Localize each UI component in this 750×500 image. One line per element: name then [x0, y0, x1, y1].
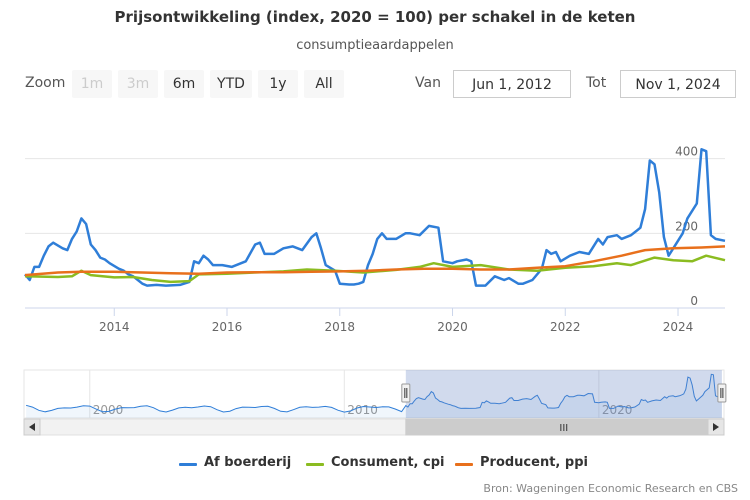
y-tick-label-0: 0: [690, 294, 698, 308]
series-lines: [24, 148, 726, 287]
y-tick-label-400: 400: [675, 145, 698, 159]
zoom-button-1y[interactable]: 1y: [258, 70, 298, 98]
navigator-series-line: [25, 373, 722, 413]
range-to-label: Tot: [586, 75, 607, 91]
navigator: 200020102020III: [23, 369, 727, 436]
navigator-handle-right[interactable]: [717, 383, 727, 403]
navigator-tick-label-2010: 2010: [347, 403, 378, 417]
x-tick-label-2024: 2024: [663, 320, 694, 334]
navigator-selection: [405, 370, 722, 418]
zoom-button-1m[interactable]: 1m: [72, 70, 112, 98]
navigator-frame: [23, 369, 725, 419]
arrow-right-icon: [713, 423, 719, 431]
chart-subtitle: consumptieaardappelen: [296, 38, 454, 53]
y-tick-label-200: 200: [675, 219, 698, 233]
y-axis-ticks: 0 200 400: [675, 145, 698, 308]
x-tick-label-2020: 2020: [437, 320, 468, 334]
x-tick-label-2022: 2022: [550, 320, 581, 334]
zoom-button-ytd[interactable]: YTD: [210, 70, 252, 98]
legend-swatch-producent: [455, 463, 473, 466]
legend-swatch-af-boerderij: [179, 463, 197, 466]
legend-item-producent[interactable]: Producent, ppi: [480, 455, 588, 470]
series-line-consument-cpi: [24, 254, 726, 284]
grid-lines: [25, 158, 725, 309]
credits[interactable]: Bron: Wageningen Economic Research en CB…: [483, 482, 738, 495]
arrow-left-icon: [29, 423, 35, 431]
navigator-tick-label-2000: 2000: [93, 403, 124, 417]
range-from-label: Van: [415, 75, 441, 91]
zoom-label: Zoom: [25, 75, 66, 91]
navigator-handle-body: [717, 383, 727, 403]
scrollbar-grip: III: [559, 423, 568, 434]
zoom-button-6m[interactable]: 6m: [164, 70, 204, 98]
chart-title: Prijsontwikkeling (index, 2020 = 100) pe…: [114, 8, 636, 26]
legend-item-af-boerderij[interactable]: Af boerderij: [204, 455, 292, 470]
zoom-button-all[interactable]: All: [304, 70, 344, 98]
x-tick-label-2016: 2016: [212, 320, 243, 334]
series-line-af-boerderij: [24, 148, 726, 287]
navigator-handle-left[interactable]: [401, 383, 411, 403]
x-tick-label-2018: 2018: [324, 320, 355, 334]
legend-swatch-consument: [306, 463, 324, 466]
range-from-input[interactable]: Jun 1, 2012: [453, 70, 571, 98]
series-line-producent-ppi: [24, 245, 726, 277]
zoom-button-3m[interactable]: 3m: [118, 70, 158, 98]
legend-item-consument[interactable]: Consument, cpi: [331, 455, 445, 470]
x-tick-label-2014: 2014: [99, 320, 130, 334]
range-to-input[interactable]: Nov 1, 2024: [620, 70, 736, 98]
navigator-handle-body: [401, 383, 411, 403]
x-axis-ticks: 2014 2016 2018 2020 2022 2024: [99, 308, 693, 334]
